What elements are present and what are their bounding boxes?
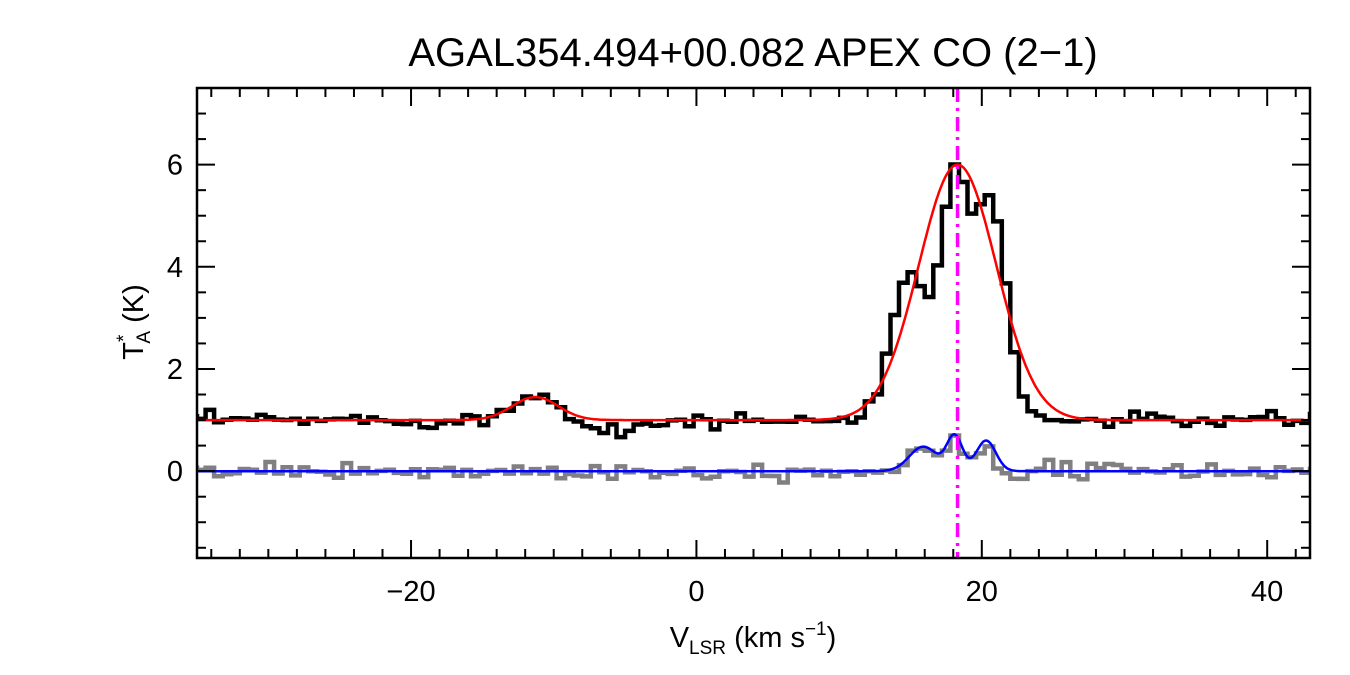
x-axis-label: VLSR (km s−1) (670, 619, 837, 659)
y-tick-label: 0 (167, 456, 183, 488)
x-tick-label: −20 (386, 576, 435, 608)
axis-ticks: −20 0 20 40 0 2 4 6 (167, 87, 1310, 608)
chart-title: AGAL354.494+00.082 APEX CO (2−1) (408, 31, 1097, 75)
series-0-histogram (197, 162, 1310, 440)
x-tick-label: 0 (688, 576, 704, 608)
series-3-fit-line (197, 433, 1309, 473)
y-tick-label: 2 (167, 354, 183, 386)
x-tick-label: 20 (966, 576, 998, 608)
series-2-histogram (197, 433, 1310, 485)
plot-frame (195, 86, 1312, 560)
x-tick-label: 40 (1251, 576, 1283, 608)
y-tick-label: 6 (167, 150, 183, 182)
y-axis-label: T*A (K) (114, 284, 155, 360)
y-tick-label: 4 (167, 252, 183, 284)
series-1-fit-line (197, 163, 1309, 422)
plot-area (197, 88, 1310, 558)
